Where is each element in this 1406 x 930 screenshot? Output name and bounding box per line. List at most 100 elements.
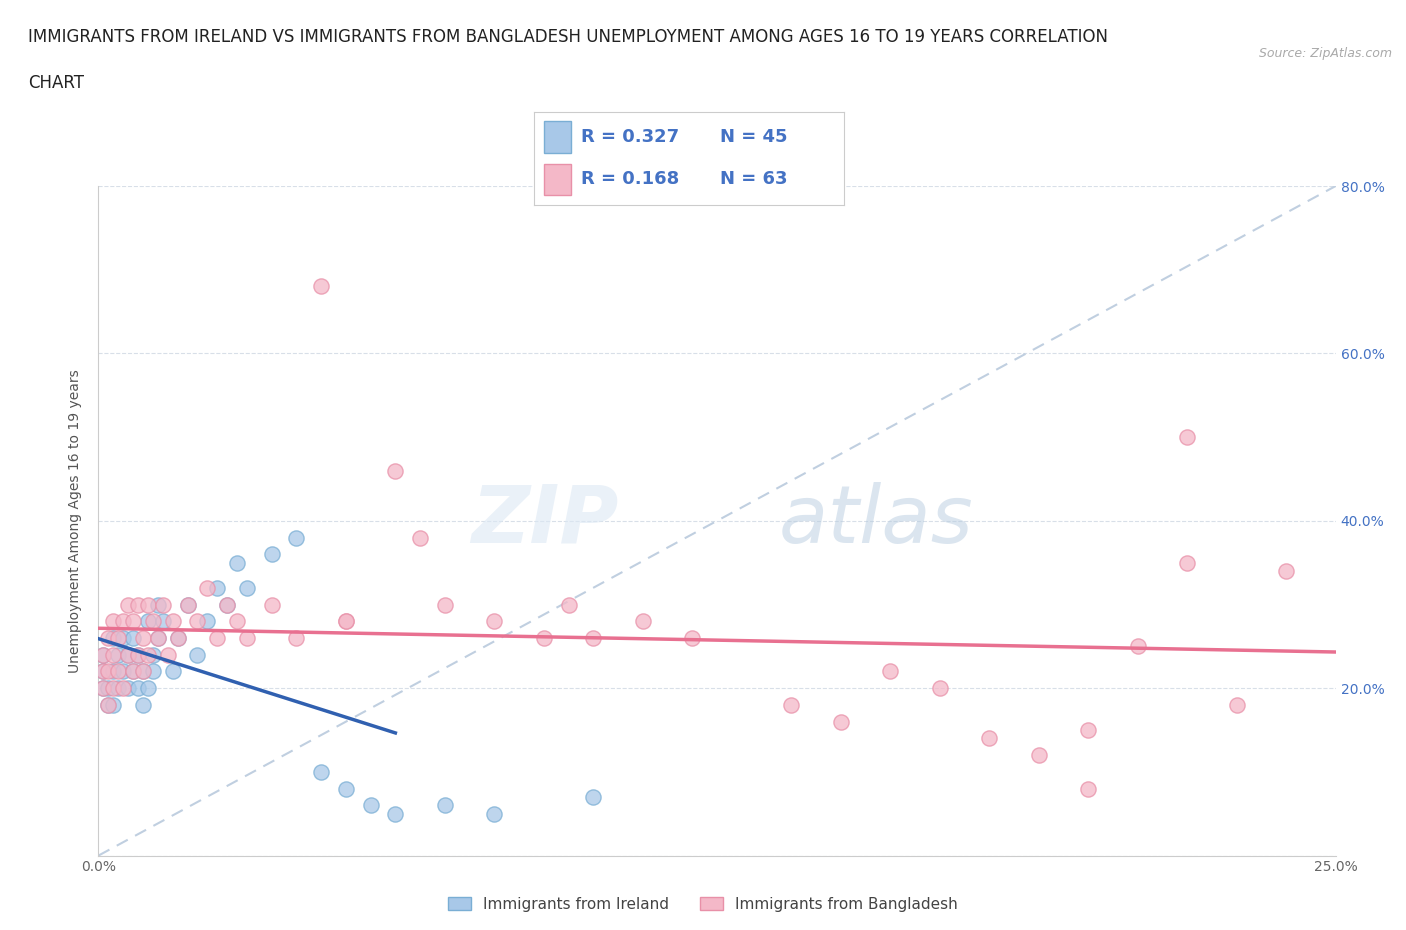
- Point: [176, 597, 198, 612]
- Point: [557, 597, 579, 612]
- Point: [142, 664, 165, 679]
- Point: [152, 597, 174, 612]
- Point: [176, 597, 198, 612]
- Point: [335, 614, 357, 629]
- Point: [127, 647, 149, 662]
- Point: [93, 647, 115, 662]
- Point: [533, 631, 555, 645]
- Point: [236, 631, 259, 645]
- Point: [132, 698, 155, 712]
- Point: [136, 647, 159, 662]
- Point: [384, 463, 406, 478]
- Point: [122, 664, 145, 679]
- Point: [117, 647, 139, 662]
- Point: [97, 631, 120, 645]
- Point: [107, 681, 129, 696]
- Point: [433, 597, 456, 612]
- Point: [103, 614, 125, 629]
- Point: [186, 614, 208, 629]
- Point: [93, 664, 115, 679]
- Point: [97, 664, 120, 679]
- Text: ZIP: ZIP: [471, 482, 619, 560]
- Point: [103, 631, 125, 645]
- Text: R = 0.168: R = 0.168: [581, 170, 679, 189]
- Point: [122, 631, 145, 645]
- Point: [195, 614, 218, 629]
- Point: [122, 664, 145, 679]
- Point: [285, 631, 308, 645]
- Point: [1175, 555, 1198, 570]
- Point: [335, 781, 357, 796]
- Point: [93, 681, 115, 696]
- Point: [132, 631, 155, 645]
- Point: [117, 647, 139, 662]
- Point: [260, 597, 283, 612]
- Point: [409, 530, 432, 545]
- Point: [127, 681, 149, 696]
- Point: [1077, 723, 1099, 737]
- Point: [156, 647, 179, 662]
- Point: [122, 614, 145, 629]
- Point: [136, 681, 159, 696]
- Text: atlas: atlas: [779, 482, 974, 560]
- FancyBboxPatch shape: [544, 164, 571, 195]
- Point: [146, 631, 169, 645]
- Point: [136, 597, 159, 612]
- Point: [166, 631, 188, 645]
- Point: [335, 614, 357, 629]
- Point: [162, 614, 184, 629]
- Point: [1028, 748, 1050, 763]
- Point: [780, 698, 803, 712]
- Point: [484, 806, 506, 821]
- Point: [142, 647, 165, 662]
- Y-axis label: Unemployment Among Ages 16 to 19 years: Unemployment Among Ages 16 to 19 years: [69, 369, 83, 672]
- Point: [879, 664, 901, 679]
- Point: [112, 681, 135, 696]
- Point: [681, 631, 703, 645]
- Point: [132, 664, 155, 679]
- Point: [433, 798, 456, 813]
- Point: [107, 631, 129, 645]
- Point: [1175, 430, 1198, 445]
- Point: [928, 681, 950, 696]
- Point: [582, 790, 605, 804]
- Point: [285, 530, 308, 545]
- Point: [142, 614, 165, 629]
- Point: [146, 631, 169, 645]
- Point: [93, 647, 115, 662]
- Point: [384, 806, 406, 821]
- Point: [360, 798, 382, 813]
- Text: IMMIGRANTS FROM IRELAND VS IMMIGRANTS FROM BANGLADESH UNEMPLOYMENT AMONG AGES 16: IMMIGRANTS FROM IRELAND VS IMMIGRANTS FR…: [28, 28, 1108, 46]
- Point: [112, 664, 135, 679]
- Point: [103, 647, 125, 662]
- Point: [979, 731, 1001, 746]
- Point: [226, 555, 249, 570]
- Text: R = 0.327: R = 0.327: [581, 127, 679, 146]
- Point: [309, 279, 332, 294]
- Point: [309, 764, 332, 779]
- Point: [103, 698, 125, 712]
- Point: [97, 698, 120, 712]
- Point: [152, 614, 174, 629]
- Point: [112, 631, 135, 645]
- Point: [205, 631, 228, 645]
- Point: [103, 681, 125, 696]
- Point: [631, 614, 654, 629]
- FancyBboxPatch shape: [544, 121, 571, 153]
- Point: [127, 597, 149, 612]
- Point: [217, 597, 239, 612]
- Text: Source: ZipAtlas.com: Source: ZipAtlas.com: [1258, 46, 1392, 60]
- Point: [1077, 781, 1099, 796]
- Point: [97, 681, 120, 696]
- Point: [162, 664, 184, 679]
- Point: [136, 614, 159, 629]
- Text: N = 63: N = 63: [720, 170, 787, 189]
- Point: [166, 631, 188, 645]
- Point: [1226, 698, 1249, 712]
- Point: [226, 614, 249, 629]
- Point: [484, 614, 506, 629]
- Point: [117, 597, 139, 612]
- Text: CHART: CHART: [28, 74, 84, 92]
- Point: [195, 580, 218, 595]
- Point: [117, 681, 139, 696]
